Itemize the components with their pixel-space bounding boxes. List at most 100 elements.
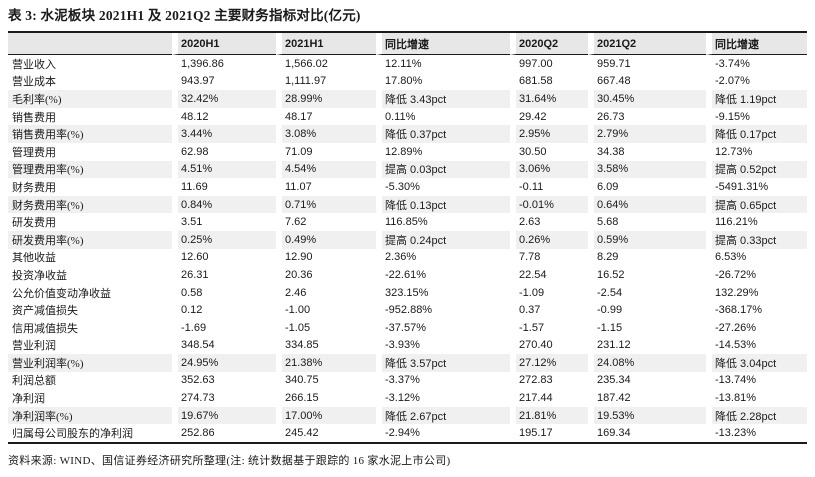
value-cell: 132.29%: [706, 283, 807, 302]
row-label: 研发费用: [8, 213, 172, 231]
value-cell: 19.53%: [588, 406, 706, 425]
value-cell: 31.64%: [510, 90, 588, 108]
value-cell: -14.53%: [706, 336, 807, 355]
value-cell: -1.15: [588, 318, 706, 337]
value-cell: -0.01%: [510, 195, 588, 214]
value-cell: 降低 1.19pct: [706, 90, 807, 108]
row-label: 毛利率(%): [8, 90, 172, 108]
value-cell: 0.26%: [510, 230, 588, 249]
value-cell: 116.21%: [706, 213, 807, 231]
value-cell: 8.29: [588, 248, 706, 267]
value-cell: 0.59%: [588, 230, 706, 249]
row-label: 管理费用率(%): [8, 160, 172, 179]
value-cell: 334.85: [276, 336, 376, 355]
value-cell: 降低 0.17pct: [706, 125, 807, 143]
value-cell: 提高 0.03pct: [376, 160, 510, 179]
column-header-yoy-q2: 同比增速: [706, 33, 807, 55]
row-label: 财务费用: [8, 178, 172, 196]
value-cell: 30.50: [510, 142, 588, 161]
row-label: 净利润率(%): [8, 406, 172, 425]
value-cell: -22.61%: [376, 266, 510, 284]
value-cell: 26.73: [588, 107, 706, 126]
row-label: 管理费用: [8, 142, 172, 161]
value-cell: 24.95%: [172, 354, 276, 372]
value-cell: 16.52: [588, 266, 706, 284]
value-cell: 62.98: [172, 142, 276, 161]
value-cell: 323.15%: [376, 283, 510, 302]
value-cell: 272.83: [510, 371, 588, 390]
table-row: 研发费用率(%) 0.25% 0.49% 提高 0.24pct 0.26% 0.59% 提高…: [8, 230, 807, 249]
value-cell: 17.80%: [376, 72, 510, 91]
value-cell: 0.12: [172, 301, 276, 319]
value-cell: 352.63: [172, 371, 276, 390]
value-cell: -26.72%: [706, 266, 807, 284]
value-cell: 28.99%: [276, 90, 376, 108]
row-label: 投资净收益: [8, 266, 172, 284]
value-cell: 32.42%: [172, 90, 276, 108]
table-row: 管理费用率(%) 4.51% 4.54% 提高 0.03pct 3.06% 3.58% 提高…: [8, 160, 807, 179]
table-row: 归属母公司股东的净利润 252.86 245.42 -2.94% 195.17 169.3…: [8, 424, 807, 443]
value-cell: 348.54: [172, 336, 276, 355]
column-header-metric: [8, 33, 172, 55]
value-cell: 提高 0.65pct: [706, 195, 807, 214]
row-label: 归属母公司股东的净利润: [8, 424, 172, 443]
row-label: 利润总额: [8, 371, 172, 390]
value-cell: 187.42: [588, 389, 706, 407]
value-cell: 3.06%: [510, 160, 588, 179]
table-row: 净利润 274.73 266.15 -3.12% 217.44 187.42 -13.81%: [8, 389, 807, 407]
value-cell: 12.11%: [376, 55, 510, 73]
value-cell: 0.49%: [276, 230, 376, 249]
value-cell: 245.42: [276, 424, 376, 443]
row-label: 营业利润率(%): [8, 354, 172, 372]
value-cell: 降低 3.57pct: [376, 354, 510, 372]
value-cell: -3.12%: [376, 389, 510, 407]
value-cell: 提高 0.52pct: [706, 160, 807, 179]
value-cell: 7.78: [510, 248, 588, 267]
value-cell: 943.97: [172, 72, 276, 91]
value-cell: 2.36%: [376, 248, 510, 267]
value-cell: 0.11%: [376, 107, 510, 126]
value-cell: 3.51: [172, 213, 276, 231]
value-cell: -27.26%: [706, 318, 807, 337]
table-row: 营业成本 943.97 1,111.97 17.80% 681.58 667.48 -2.0…: [8, 72, 807, 91]
value-cell: 4.51%: [172, 160, 276, 179]
table-row: 营业利润 348.54 334.85 -3.93% 270.40 231.12 -14.53…: [8, 336, 807, 355]
table-row: 财务费用 11.69 11.07 -5.30% -0.11 6.09 -5491.31%: [8, 178, 807, 196]
table-row: 资产减值损失 0.12 -1.00 -952.88% 0.37 -0.99 -368.17%: [8, 301, 807, 319]
value-cell: 3.44%: [172, 125, 276, 143]
row-label: 营业收入: [8, 55, 172, 73]
row-label: 其他收益: [8, 248, 172, 267]
value-cell: 1,566.02: [276, 55, 376, 73]
value-cell: 21.38%: [276, 354, 376, 372]
value-cell: 34.38: [588, 142, 706, 161]
value-cell: 3.08%: [276, 125, 376, 143]
value-cell: -9.15%: [706, 107, 807, 126]
table-row: 净利润率(%) 19.67% 17.00% 降低 2.67pct 21.81% 19.53…: [8, 406, 807, 425]
value-cell: -1.05: [276, 318, 376, 337]
value-cell: 26.31: [172, 266, 276, 284]
value-cell: 340.75: [276, 371, 376, 390]
value-cell: 19.67%: [172, 406, 276, 425]
value-cell: 降低 0.13pct: [376, 195, 510, 214]
row-label: 销售费用: [8, 107, 172, 126]
value-cell: 17.00%: [276, 406, 376, 425]
value-cell: -1.09: [510, 283, 588, 302]
value-cell: -2.54: [588, 283, 706, 302]
value-cell: 12.73%: [706, 142, 807, 161]
value-cell: 1,396.86: [172, 55, 276, 73]
table-row: 利润总额 352.63 340.75 -3.37% 272.83 235.34 -13.74…: [8, 371, 807, 390]
value-cell: 266.15: [276, 389, 376, 407]
value-cell: 降低 3.04pct: [706, 354, 807, 372]
column-header-2020h1: 2020H1: [172, 33, 276, 55]
table-row: 营业收入 1,396.86 1,566.02 12.11% 997.00 959.71 -3…: [8, 55, 807, 73]
value-cell: 71.09: [276, 142, 376, 161]
value-cell: -13.81%: [706, 389, 807, 407]
value-cell: -952.88%: [376, 301, 510, 319]
row-label: 销售费用率(%): [8, 125, 172, 143]
value-cell: 2.63: [510, 213, 588, 231]
value-cell: 21.81%: [510, 406, 588, 425]
value-cell: 22.54: [510, 266, 588, 284]
value-cell: 24.08%: [588, 354, 706, 372]
value-cell: 提高 0.24pct: [376, 230, 510, 249]
